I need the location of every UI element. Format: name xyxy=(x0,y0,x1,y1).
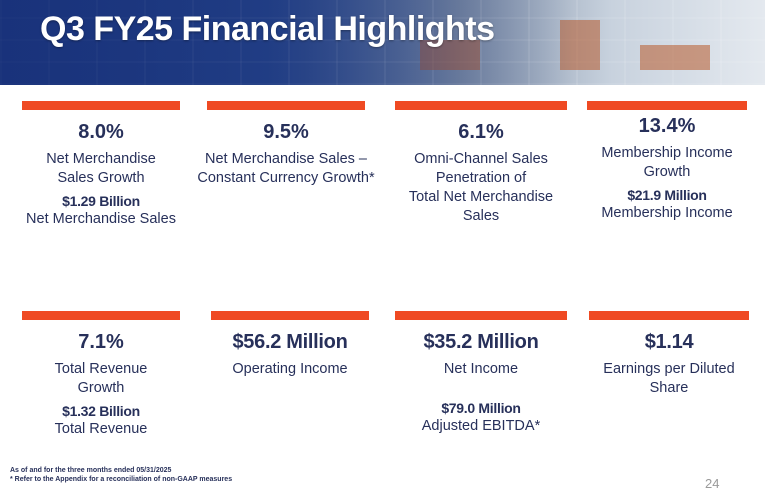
metric-label: Earnings per Diluted Share xyxy=(583,360,755,398)
metric-value: 9.5% xyxy=(263,121,309,143)
metric-omni-channel-penetration: 6.1% Omni-Channel Sales Penetration of T… xyxy=(395,101,567,226)
metric-label-line: Membership Income xyxy=(601,145,733,161)
metric-label-line: Penetration of xyxy=(435,170,527,186)
metric-label: Net Income xyxy=(395,360,567,379)
metric-label: Membership Income Growth xyxy=(587,144,747,182)
accent-bar xyxy=(587,101,747,110)
metric-value: 6.1% xyxy=(458,121,504,143)
accent-bar xyxy=(211,311,369,320)
metric-label: Omni-Channel Sales Penetration of Total … xyxy=(395,150,567,226)
accent-bar xyxy=(395,311,567,320)
metric-label-line: Net Income xyxy=(443,361,519,377)
accent-bar xyxy=(207,101,365,110)
metric-total-revenue-growth: 7.1% Total Revenue Growth $1.32 Billion … xyxy=(20,311,182,439)
metric-net-merchandise-sales-growth: 8.0% Net Merchandise Sales Growth $1.29 … xyxy=(20,101,182,229)
metric-sub-value: $79.0 Million xyxy=(441,400,521,416)
metric-label-line: Total Revenue xyxy=(54,361,148,377)
metric-sub-value: $1.29 Billion xyxy=(62,193,140,209)
metric-constant-currency-growth: 9.5% Net Merchandise Sales – Constant Cu… xyxy=(196,101,376,188)
metric-value: 8.0% xyxy=(78,121,124,143)
footnote-line: * Refer to the Appendix for a reconcilia… xyxy=(10,476,233,483)
metric-membership-income-growth: 13.4% Membership Income Growth $21.9 Mil… xyxy=(587,101,747,223)
metric-label-line: Constant Currency Growth* xyxy=(197,170,375,186)
metric-value: $35.2 Million xyxy=(423,331,539,353)
metric-sub-value: $21.9 Million xyxy=(627,187,707,203)
header-overlay xyxy=(0,0,765,85)
footnote-line: As of and for the three months ended 05/… xyxy=(10,467,172,474)
metric-sub-label: Adjusted EBITDA* xyxy=(421,418,541,434)
metric-value: 13.4% xyxy=(638,115,696,137)
metric-label: Net Merchandise Sales – Constant Currenc… xyxy=(196,150,376,188)
accent-bar xyxy=(395,101,567,110)
metric-sub-label: Net Merchandise Sales xyxy=(26,211,176,227)
metric-sub-label: Membership Income xyxy=(601,205,733,221)
accent-bar xyxy=(22,101,180,110)
metric-sub-label: Total Revenue xyxy=(54,421,148,437)
metric-label: Net Merchandise Sales Growth xyxy=(20,150,182,188)
metric-label-line: Sales Growth xyxy=(57,170,145,186)
metric-value: $1.14 xyxy=(644,331,694,353)
footnotes: As of and for the three months ended 05/… xyxy=(10,466,232,484)
metric-label-line: Net Merchandise Sales – xyxy=(205,151,367,167)
metric-label: Operating Income xyxy=(210,360,370,379)
metric-net-income: $35.2 Million Net Income $79.0 Million A… xyxy=(395,311,567,436)
metric-label-line: Growth xyxy=(77,380,125,396)
header-banner: Q3 FY25 Financial Highlights xyxy=(0,0,765,85)
metric-label-line: Net Merchandise xyxy=(46,151,156,167)
metric-sub-value: $1.32 Billion xyxy=(62,403,140,419)
accent-bar xyxy=(22,311,180,320)
metric-earnings-per-share: $1.14 Earnings per Diluted Share xyxy=(583,311,755,398)
metric-label-line: Omni-Channel Sales xyxy=(414,151,548,167)
metric-label-line: Sales xyxy=(462,208,500,224)
page-number: 24 xyxy=(705,476,720,491)
metric-label-line: Growth xyxy=(643,164,691,180)
accent-bar xyxy=(589,311,749,320)
metric-operating-income: $56.2 Million Operating Income xyxy=(210,311,370,379)
metric-label-line: Operating Income xyxy=(232,361,348,377)
metric-label-line: Total Net Merchandise xyxy=(408,189,554,205)
metric-label-line: Earnings per Diluted Share xyxy=(603,361,735,396)
metric-value: 7.1% xyxy=(78,331,124,353)
metric-label: Total Revenue Growth xyxy=(20,360,182,398)
slide-title: Q3 FY25 Financial Highlights xyxy=(40,10,495,48)
metric-value: $56.2 Million xyxy=(232,331,348,353)
